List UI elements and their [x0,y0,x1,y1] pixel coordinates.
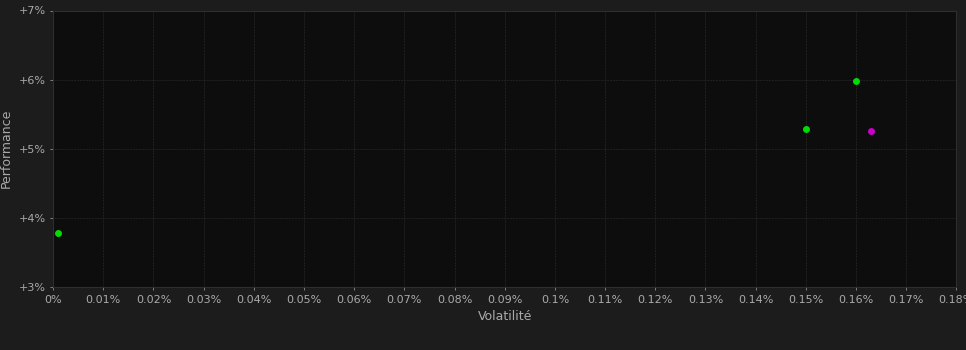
X-axis label: Volatilité: Volatilité [477,310,532,323]
Point [50,230,66,236]
Point [848,78,864,84]
Y-axis label: Performance: Performance [0,109,13,188]
Point [864,129,879,134]
Point [798,127,813,132]
